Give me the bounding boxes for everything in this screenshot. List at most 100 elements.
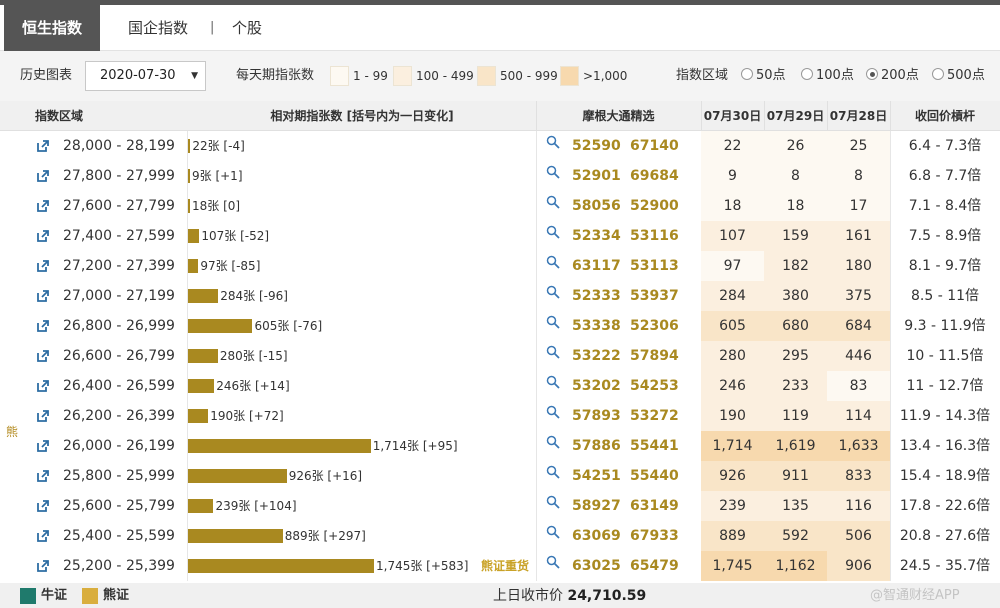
warrant-code[interactable]: 52333 [572, 288, 621, 304]
magnifier-icon[interactable] [546, 135, 560, 149]
magnifier-icon[interactable] [546, 525, 560, 539]
magnifier-icon[interactable] [546, 375, 560, 389]
warrant-code[interactable]: 55441 [630, 438, 679, 454]
external-link-icon[interactable] [36, 199, 50, 213]
warrant-code[interactable]: 53272 [630, 408, 679, 424]
external-link-icon[interactable] [36, 409, 50, 423]
warrant-code[interactable]: 57886 [572, 438, 621, 454]
external-link-icon[interactable] [36, 229, 50, 243]
external-link-icon[interactable] [36, 559, 50, 573]
contracts-cell-date-2: 1,162 [764, 551, 827, 581]
header-divider [536, 101, 537, 131]
magnifier-icon[interactable] [546, 165, 560, 179]
zone-radio-50[interactable]: 50点 [741, 51, 786, 101]
external-link-icon[interactable] [36, 349, 50, 363]
warrant-code[interactable]: 53338 [572, 318, 621, 334]
warrant-code[interactable]: 63149 [630, 498, 679, 514]
legend-label-4: >1,000 [583, 69, 628, 83]
legend-label-2: 100 - 499 [416, 69, 474, 83]
external-link-icon[interactable] [36, 169, 50, 183]
contracts-bar-label: 107张 [-52] [201, 229, 270, 243]
warrant-code[interactable]: 52901 [572, 168, 621, 184]
legend-swatch-2 [393, 66, 412, 86]
warrant-code[interactable]: 67933 [630, 528, 679, 544]
external-link-icon[interactable] [36, 259, 50, 273]
warrant-code[interactable]: 52900 [630, 198, 679, 214]
contracts-cell-date-2: 295 [764, 341, 827, 371]
warrant-code[interactable]: 69684 [630, 168, 679, 184]
tab-stock[interactable]: 个股 [232, 19, 263, 37]
contracts-cell-date-1: 1,714 [701, 431, 764, 461]
warrant-code[interactable]: 57893 [572, 408, 621, 424]
warrant-code[interactable]: 52306 [630, 318, 679, 334]
warrant-code[interactable]: 54251 [572, 468, 621, 484]
magnifier-icon[interactable] [546, 225, 560, 239]
warrant-code[interactable]: 55440 [630, 468, 679, 484]
magnifier-icon[interactable] [546, 345, 560, 359]
contracts-cell-date-1: 889 [701, 521, 764, 551]
leverage-range: 15.4 - 18.9倍 [899, 468, 991, 484]
warrant-code[interactable]: 58927 [572, 498, 621, 514]
contracts-bar-label: 22张 [-4] [192, 139, 245, 153]
external-link-icon[interactable] [36, 439, 50, 453]
header-divider [764, 101, 765, 131]
magnifier-icon[interactable] [546, 315, 560, 329]
magnifier-icon[interactable] [546, 405, 560, 419]
warrant-code[interactable]: 57894 [630, 348, 679, 364]
magnifier-icon[interactable] [546, 435, 560, 449]
magnifier-icon[interactable] [546, 555, 560, 569]
magnifier-icon[interactable] [546, 465, 560, 479]
tab-hscei[interactable]: 国企指数 [128, 19, 189, 37]
warrant-code[interactable]: 58056 [572, 198, 621, 214]
magnifier-icon[interactable] [546, 195, 560, 209]
warrant-code[interactable]: 52334 [572, 228, 621, 244]
contracts-bar [188, 139, 191, 153]
warrant-code[interactable]: 53116 [630, 228, 679, 244]
external-link-icon[interactable] [36, 529, 50, 543]
index-tabs: 恒生指数 国企指数 | 个股 [0, 5, 1000, 51]
external-link-icon[interactable] [36, 499, 50, 513]
external-link-icon[interactable] [36, 289, 50, 303]
warrant-code[interactable]: 53113 [630, 258, 679, 274]
warrant-code[interactable]: 63025 [572, 558, 621, 574]
warrant-code[interactable]: 65479 [630, 558, 679, 574]
date-select[interactable]: 2020-07-30 ▼ [85, 61, 206, 91]
contracts-bar-label: 246张 [+14] [216, 379, 290, 393]
external-link-icon[interactable] [36, 139, 50, 153]
contracts-cell-date-2: 592 [764, 521, 827, 551]
warrant-code[interactable]: 53202 [572, 378, 621, 394]
magnifier-icon[interactable] [546, 255, 560, 269]
warrant-code[interactable]: 63069 [572, 528, 621, 544]
contracts-cell-date-1: 190 [701, 401, 764, 431]
magnifier-icon[interactable] [546, 495, 560, 509]
warrant-code[interactable]: 67140 [630, 138, 679, 154]
contracts-bar-label: 926张 [+16] [288, 469, 363, 483]
warrant-code[interactable]: 53937 [630, 288, 679, 304]
contracts-bar-label: 239张 [+104] [215, 499, 297, 513]
contracts-cell-date-2: 380 [764, 281, 827, 311]
contracts-cell-date-1: 280 [701, 341, 764, 371]
table-row: 190 119 114 26,200 - 26,399 190张 [+72] 57893 5… [0, 401, 1000, 431]
warrant-code[interactable]: 53222 [572, 348, 621, 364]
warrant-code[interactable]: 54253 [630, 378, 679, 394]
external-link-icon[interactable] [36, 319, 50, 333]
prev-close-value: 24,710.59 [567, 588, 647, 604]
warrant-code[interactable]: 52590 [572, 138, 621, 154]
radio-checked-icon [866, 68, 878, 80]
zone-radio-500[interactable]: 500点 [932, 51, 985, 101]
tab-hsi[interactable]: 恒生指数 [4, 5, 100, 51]
table-row: 926 911 833 25,800 - 25,999 926张 [+16] 54251 5… [0, 461, 1000, 491]
external-link-icon[interactable] [36, 469, 50, 483]
zone-radio-100[interactable]: 100点 [801, 51, 854, 101]
contracts-cell-date-2: 182 [764, 251, 827, 281]
contracts-bar [188, 259, 199, 273]
contracts-cell-date-3: 684 [827, 311, 890, 341]
external-link-icon[interactable] [36, 379, 50, 393]
top-accent-bar [0, 0, 1000, 5]
contracts-bar [188, 439, 371, 453]
header-divider [827, 101, 828, 131]
magnifier-icon[interactable] [546, 285, 560, 299]
zone-radio-200[interactable]: 200点 [866, 51, 919, 101]
warrant-code[interactable]: 63117 [572, 258, 621, 274]
contracts-cell-date-1: 239 [701, 491, 764, 521]
